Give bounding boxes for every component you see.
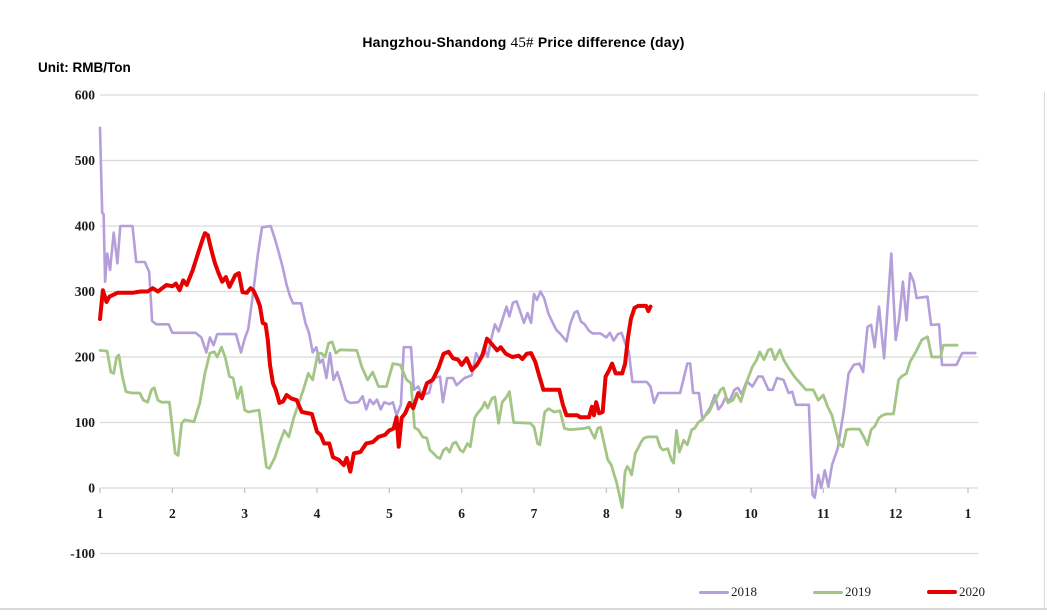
y-tick-label-100: 100	[75, 415, 96, 430]
y-tick-label-500: 500	[75, 153, 96, 168]
series-2018-line	[98, 126, 977, 500]
y-tick-label-600: 600	[75, 88, 96, 103]
chart-title-part1: Hangzhou-Shandong	[362, 34, 507, 50]
legend-swatch-2018	[699, 590, 729, 594]
legend-swatch-2019	[813, 590, 843, 594]
legend-label-2018: 2018	[731, 584, 757, 599]
y-tick-label--100: -100	[70, 546, 95, 561]
y-tick-label-400: 400	[75, 219, 96, 234]
x-tick-label-0: 1	[97, 506, 104, 521]
x-axis-ticks	[99, 488, 969, 493]
y-axis-labels: 600 500 400 300 200 100 0 -100	[70, 88, 95, 562]
gridlines	[100, 94, 978, 555]
x-tick-label-9: 10	[744, 506, 758, 521]
x-tick-label-11: 12	[889, 506, 903, 521]
chart-legend: 2018 2019 2020	[699, 584, 985, 600]
series-2019-line	[98, 335, 959, 510]
x-tick-label-10: 11	[817, 506, 830, 521]
series-lines	[98, 126, 977, 510]
x-tick-label-7: 8	[603, 506, 610, 521]
unit-label: Unit: RMB/Ton	[38, 60, 131, 75]
x-tick-label-1: 2	[169, 506, 176, 521]
series-2020-line	[98, 231, 653, 474]
window-right-border	[1044, 92, 1045, 608]
x-tick-label-8: 9	[675, 506, 682, 521]
legend-item-2018: 2018	[699, 584, 757, 600]
legend-swatch-2020	[927, 590, 957, 594]
y-tick-label-300: 300	[75, 284, 96, 299]
y-tick-label-200: 200	[75, 350, 96, 365]
window-bottom-border	[0, 608, 1047, 610]
x-tick-label-4: 5	[386, 506, 393, 521]
legend-label-2020: 2020	[959, 584, 985, 599]
chart-title: Hangzhou-Shandong 45# Price difference (…	[0, 34, 1047, 52]
x-axis-labels: 1 2 3 4 5 6 7 8 9 10 11 12 1	[97, 506, 972, 521]
x-tick-label-6: 7	[531, 506, 538, 521]
x-tick-label-2: 3	[241, 506, 248, 521]
y-tick-label-0: 0	[88, 481, 95, 496]
x-tick-label-5: 6	[458, 506, 465, 521]
chart-title-part2: 45#	[510, 35, 534, 51]
x-tick-label-12: 1	[965, 506, 972, 521]
legend-item-2020: 2020	[927, 584, 985, 600]
x-tick-label-3: 4	[314, 506, 321, 521]
chart-title-part3: Price difference (day)	[537, 34, 685, 50]
legend-label-2019: 2019	[845, 584, 871, 599]
legend-item-2019: 2019	[813, 584, 871, 600]
